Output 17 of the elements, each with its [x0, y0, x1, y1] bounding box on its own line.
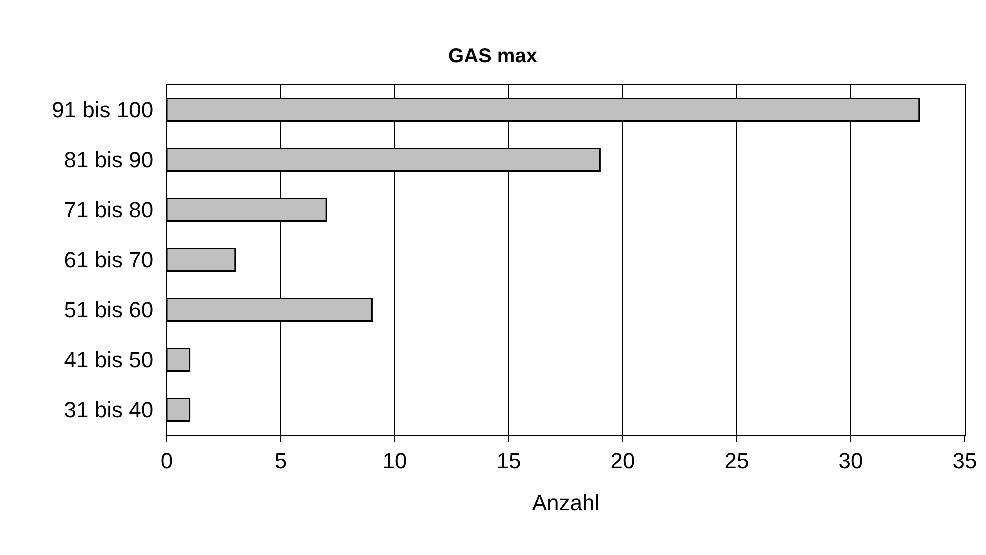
x-tick-label: 10	[382, 448, 408, 474]
x-axis-title: Anzahl	[532, 490, 600, 516]
x-tick-label: 25	[724, 448, 750, 474]
x-tick-label: 15	[496, 448, 522, 474]
y-tick-label: 81 bis 90	[64, 148, 154, 173]
y-tick-label: 31 bis 40	[64, 398, 154, 423]
y-tick-label: 51 bis 60	[64, 298, 154, 323]
y-tick-label: 71 bis 80	[64, 198, 154, 223]
x-tick-label: 0	[160, 448, 174, 474]
x-tick-label: 20	[610, 448, 636, 474]
y-tick-label: 41 bis 50	[64, 348, 154, 373]
x-tick-label: 5	[274, 448, 288, 474]
x-tick-label: 35	[952, 448, 978, 474]
chart-title: GAS max	[448, 46, 538, 68]
x-tick-label: 30	[838, 448, 864, 474]
y-tick-label: 61 bis 70	[64, 248, 154, 273]
y-tick-label: 91 bis 100	[52, 98, 154, 123]
